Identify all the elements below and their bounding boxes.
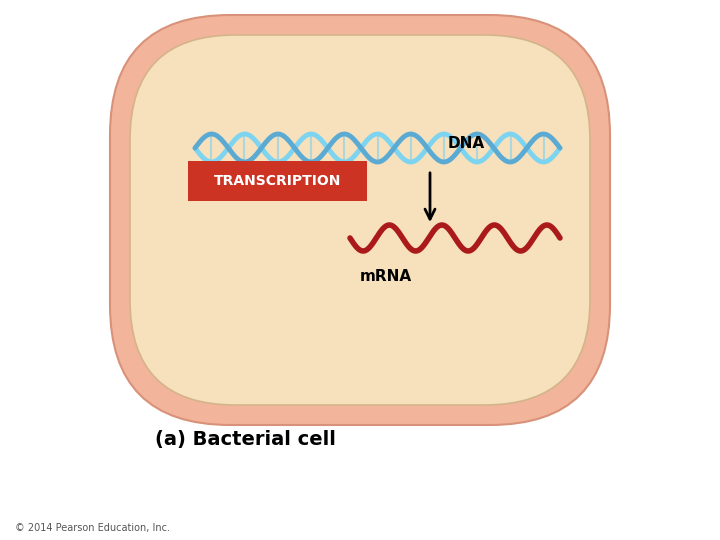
Text: (a) Bacterial cell: (a) Bacterial cell <box>155 430 336 449</box>
FancyBboxPatch shape <box>110 15 610 425</box>
Text: DNA: DNA <box>448 136 485 151</box>
FancyBboxPatch shape <box>188 161 367 201</box>
Text: mRNA: mRNA <box>360 269 412 284</box>
Text: © 2014 Pearson Education, Inc.: © 2014 Pearson Education, Inc. <box>15 523 170 533</box>
FancyBboxPatch shape <box>130 35 590 405</box>
Text: TRANSCRIPTION: TRANSCRIPTION <box>214 174 341 188</box>
